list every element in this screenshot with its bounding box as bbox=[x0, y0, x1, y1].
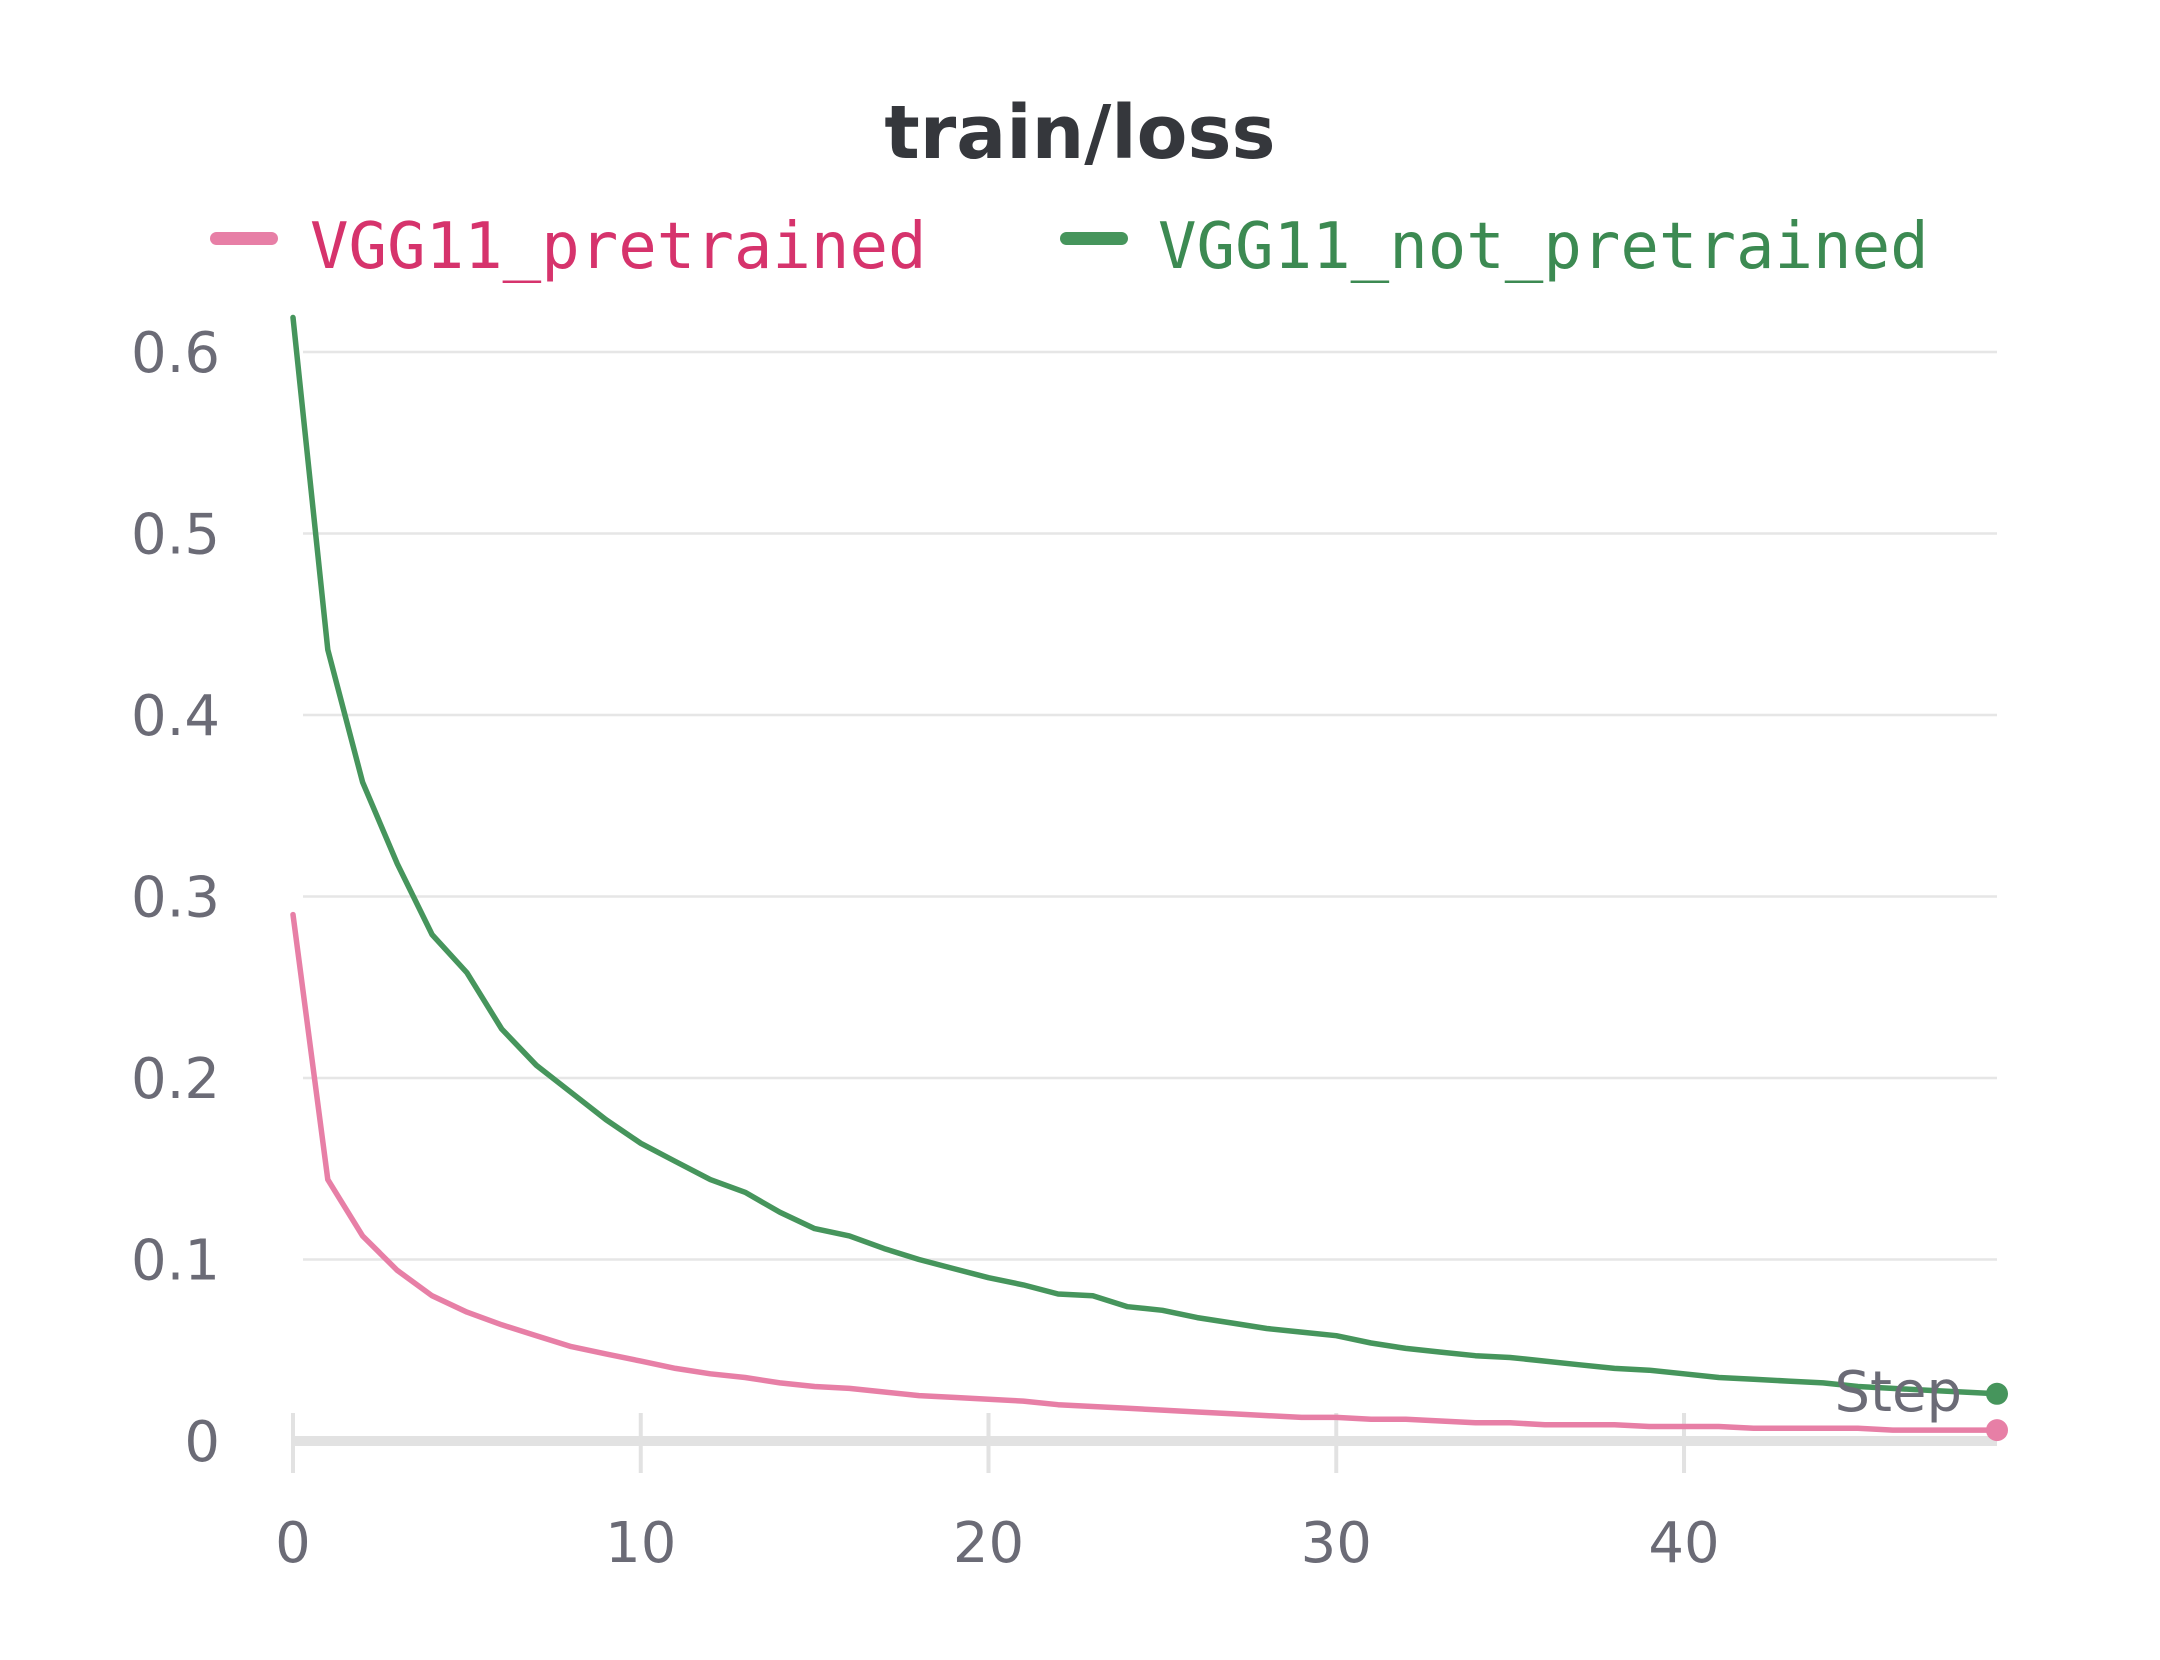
y-tick-label: 0 bbox=[184, 1410, 220, 1475]
x-tick-label: 20 bbox=[953, 1511, 1024, 1576]
legend-label-vgg11-not-pretrained[interactable]: VGG11_not_pretrained bbox=[1158, 210, 1929, 284]
legend-swatch-vgg11-not-pretrained bbox=[1060, 232, 1128, 245]
x-tick-label: 10 bbox=[605, 1511, 676, 1576]
y-tick-label: 0.4 bbox=[131, 684, 220, 749]
endpoint-vgg11-pretrained bbox=[1986, 1419, 2008, 1442]
y-tick-label: 0.1 bbox=[131, 1229, 220, 1294]
series-endpoints bbox=[1986, 1382, 2008, 1442]
series-line-vgg11-pretrained bbox=[290, 911, 2000, 1433]
y-tick-label: 0.6 bbox=[131, 321, 220, 386]
chart-title: train/loss bbox=[884, 90, 1275, 176]
legend-swatch-vgg11-pretrained bbox=[210, 232, 278, 245]
y-axis: 0 0.1 0.2 0.3 0.4 0.5 0.6 bbox=[131, 321, 220, 1475]
y-tick-label: 0.5 bbox=[131, 503, 220, 568]
x-tick-label: 30 bbox=[1301, 1511, 1372, 1576]
legend-label-vgg11-pretrained[interactable]: VGG11_pretrained bbox=[310, 210, 927, 284]
endpoint-vgg11-not-pretrained bbox=[1986, 1382, 2008, 1405]
legend: VGG11_pretrained VGG11_not_pretrained bbox=[210, 210, 1929, 284]
x-tick-label: 0 bbox=[275, 1511, 311, 1576]
x-tick-label: 40 bbox=[1648, 1511, 1719, 1576]
y-tick-label: 0.3 bbox=[131, 866, 220, 931]
gridlines bbox=[303, 350, 1997, 1261]
x-axis-label: Step bbox=[1834, 1360, 1962, 1425]
x-axis: 0 10 20 30 40 bbox=[275, 1413, 1997, 1576]
y-tick-label: 0.2 bbox=[131, 1047, 220, 1112]
series-line-vgg11-not-pretrained bbox=[290, 314, 2000, 1397]
series-lines bbox=[290, 314, 2000, 1433]
